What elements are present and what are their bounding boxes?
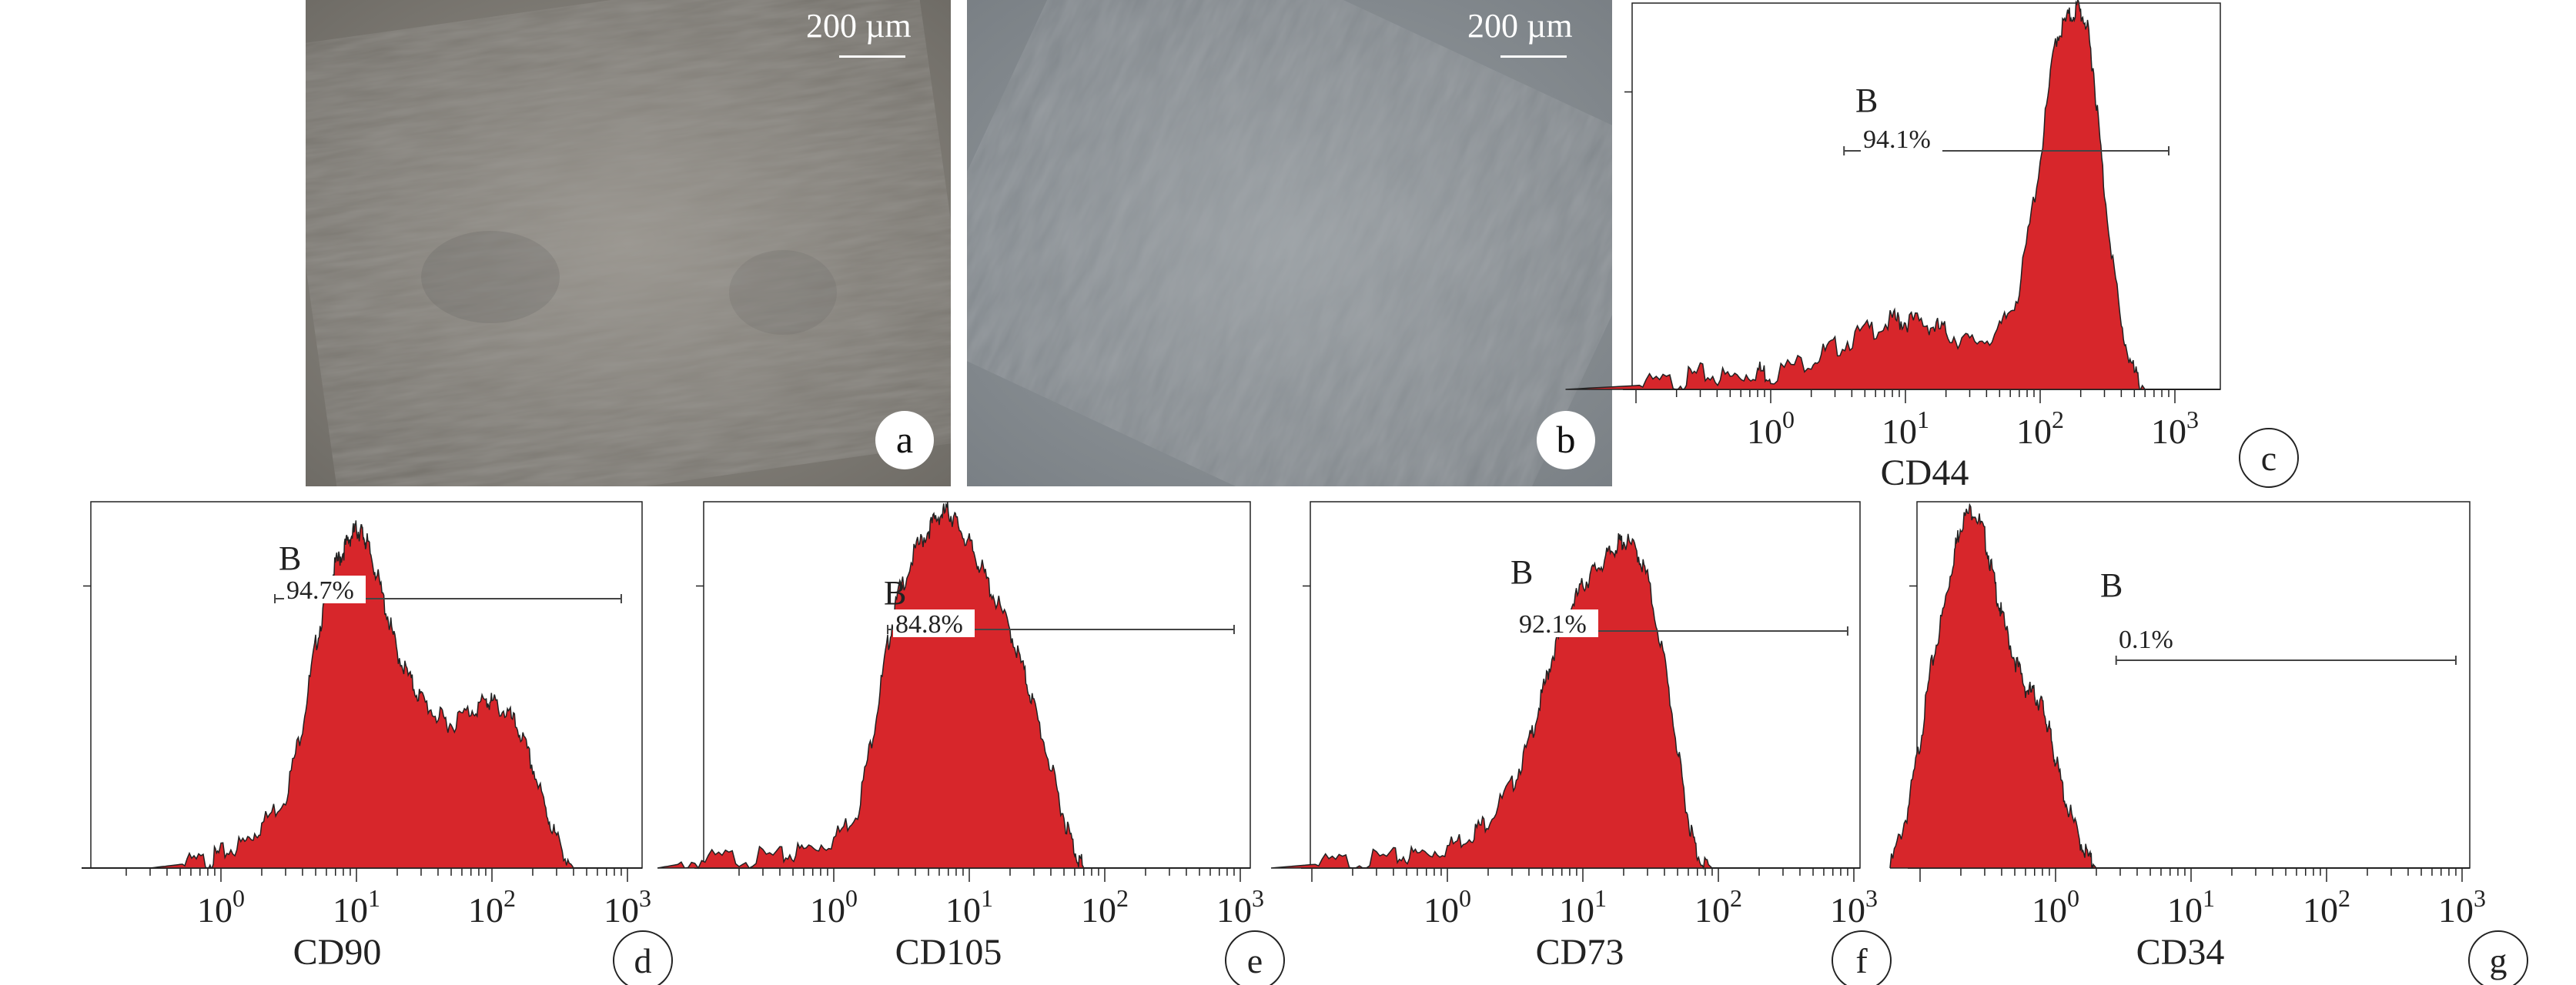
micrograph-b-texture — [967, 0, 1612, 486]
x-tick-label-f: 103 — [1830, 884, 1878, 930]
x-tick-label-c: 103 — [2151, 406, 2199, 451]
panel-letter-e: e — [1247, 941, 1263, 980]
x-axis-label-e: CD105 — [895, 932, 1002, 973]
panel-letter-circle-c — [2239, 428, 2299, 488]
x-tick-label-d: 102 — [468, 884, 516, 930]
histogram-area-g — [1889, 503, 2103, 869]
gate-percent-e: 84.8% — [895, 610, 963, 639]
x-tick-label-c: 101 — [1882, 406, 1929, 451]
x-tick-label-g: 102 — [2303, 884, 2350, 930]
histogram-e: 100 101 102 103 B84.8% CD105 e — [657, 501, 1285, 985]
x-tick-label-g: 100 — [2032, 884, 2079, 930]
panel-letter-c: c — [2261, 439, 2277, 478]
x-axis-label-d: CD90 — [293, 932, 382, 973]
micrograph-b: 200 µm b — [967, 0, 1612, 486]
gate-name-e: B — [884, 574, 906, 612]
gate-percent-d: 94.7% — [286, 576, 354, 605]
x-tick-label-f: 102 — [1694, 884, 1742, 930]
histogram-d: 100 101 102 103 B94.7% CD90 d — [82, 501, 673, 985]
histogram-f: 100 101 102 103 B 92.1% CD73 f — [1270, 501, 1892, 985]
x-tick-label-e: 101 — [945, 884, 993, 930]
gate-percent-g: 0.1% — [2119, 626, 2173, 654]
panel-letter-f: f — [1855, 941, 1868, 980]
panel-letter-d: d — [634, 941, 652, 980]
x-tick-label-d: 103 — [604, 884, 651, 930]
panel-letter-circle-g — [2468, 930, 2528, 985]
scale-label-b: 200 µm — [1467, 7, 1573, 45]
histogram-g: 100 101 102 103 B 0.1% CD34 g — [1889, 501, 2528, 985]
gate-name-f: B — [1510, 553, 1533, 591]
x-tick-label-f: 101 — [1559, 884, 1607, 930]
panel-letter-b: b — [1537, 411, 1595, 469]
gate-name-d: B — [279, 539, 301, 577]
x-axis-label-f: CD73 — [1536, 932, 1624, 973]
gate-percent-bg-g — [2116, 625, 2198, 653]
panel-letter-circle-e — [1225, 930, 1285, 985]
gate-percent-f: 92.1% — [1519, 610, 1587, 639]
gate-percent-bg-f — [1517, 609, 1598, 637]
x-axis-label-c: CD44 — [1881, 452, 1969, 493]
x-tick-label-c: 102 — [2016, 406, 2064, 451]
gate-percent-bg-c — [1861, 125, 1942, 152]
x-tick-label-g: 101 — [2167, 884, 2215, 930]
histogram-area-c — [1565, 0, 2146, 390]
x-tick-label-f: 100 — [1423, 884, 1471, 930]
micrograph-a-texture — [306, 0, 951, 486]
x-tick-label-e: 103 — [1216, 884, 1264, 930]
x-tick-label-e: 100 — [810, 884, 858, 930]
panel-letter-g: g — [2490, 941, 2507, 980]
scale-bar-a — [839, 55, 905, 58]
gate-name-c: B — [1855, 82, 1878, 119]
x-tick-label-c: 100 — [1747, 406, 1795, 451]
panel-letter-circle-f — [1832, 930, 1892, 985]
panel-letter-a: a — [875, 411, 934, 469]
histogram-area-d — [149, 520, 575, 870]
x-tick-label-d: 101 — [333, 884, 380, 930]
scale-bar-b — [1500, 55, 1567, 58]
gate-name-g: B — [2100, 566, 2123, 604]
micrograph-a: 200 µm a — [306, 0, 951, 486]
x-tick-label-g: 103 — [2438, 884, 2486, 930]
x-axis-label-g: CD34 — [2136, 932, 2225, 973]
histogram-area-f — [1270, 533, 1854, 870]
gate-percent-bg-d — [284, 576, 366, 603]
panel-letter-circle-d — [613, 930, 673, 985]
x-tick-label-e: 102 — [1081, 884, 1129, 930]
x-tick-label-d: 100 — [197, 884, 245, 930]
gate-percent-c: 94.1% — [1863, 125, 1931, 154]
scale-label-a: 200 µm — [806, 7, 912, 45]
gate-percent-bg-e — [893, 609, 975, 637]
histogram-c: 100 101 102 103 B 94.1% CD44 c — [1565, 0, 2299, 493]
histogram-area-e — [657, 502, 1085, 870]
